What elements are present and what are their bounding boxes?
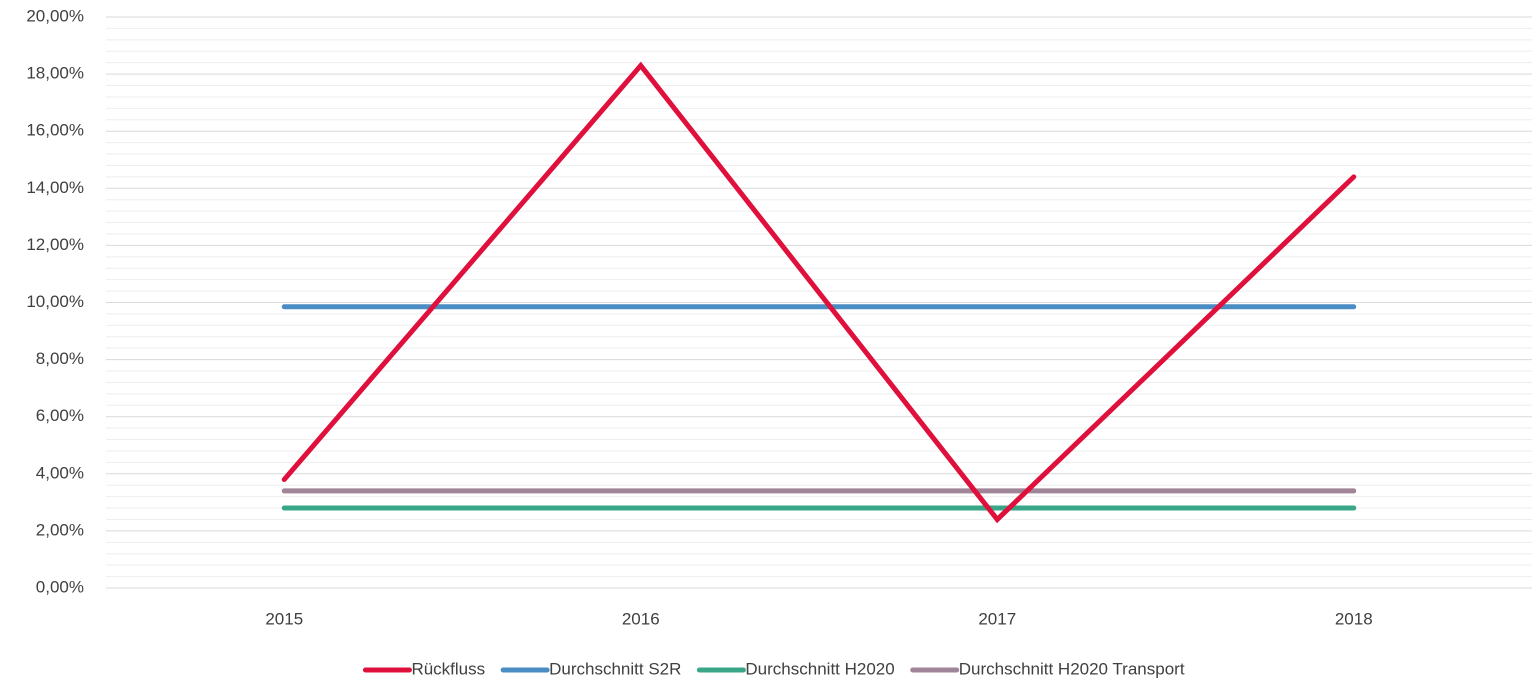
- y-tick-label: 18,00%: [26, 64, 84, 83]
- y-tick-label: 0,00%: [36, 577, 84, 596]
- series-line: [281, 61, 1357, 524]
- y-tick-label: 6,00%: [36, 406, 84, 425]
- legend-label: Durchschnitt H2020 Transport: [959, 659, 1185, 678]
- legend-label: Durchschnitt H2020: [745, 659, 894, 678]
- y-tick-label: 8,00%: [36, 349, 84, 368]
- y-tick-label: 4,00%: [36, 463, 84, 482]
- y-tick-label: 14,00%: [26, 178, 84, 197]
- legend-label: Rückfluss: [411, 659, 485, 678]
- x-tick-label: 2018: [1335, 609, 1373, 628]
- legend-label: Durchschnitt S2R: [549, 659, 681, 678]
- y-tick-label: 10,00%: [26, 292, 84, 311]
- y-tick-label: 2,00%: [36, 520, 84, 539]
- x-tick-label: 2015: [265, 609, 303, 628]
- x-tick-label: 2016: [622, 609, 660, 628]
- y-tick-label: 20,00%: [26, 6, 84, 25]
- x-tick-label: 2017: [978, 609, 1016, 628]
- y-tick-label: 16,00%: [26, 121, 84, 140]
- y-tick-label: 12,00%: [26, 235, 84, 254]
